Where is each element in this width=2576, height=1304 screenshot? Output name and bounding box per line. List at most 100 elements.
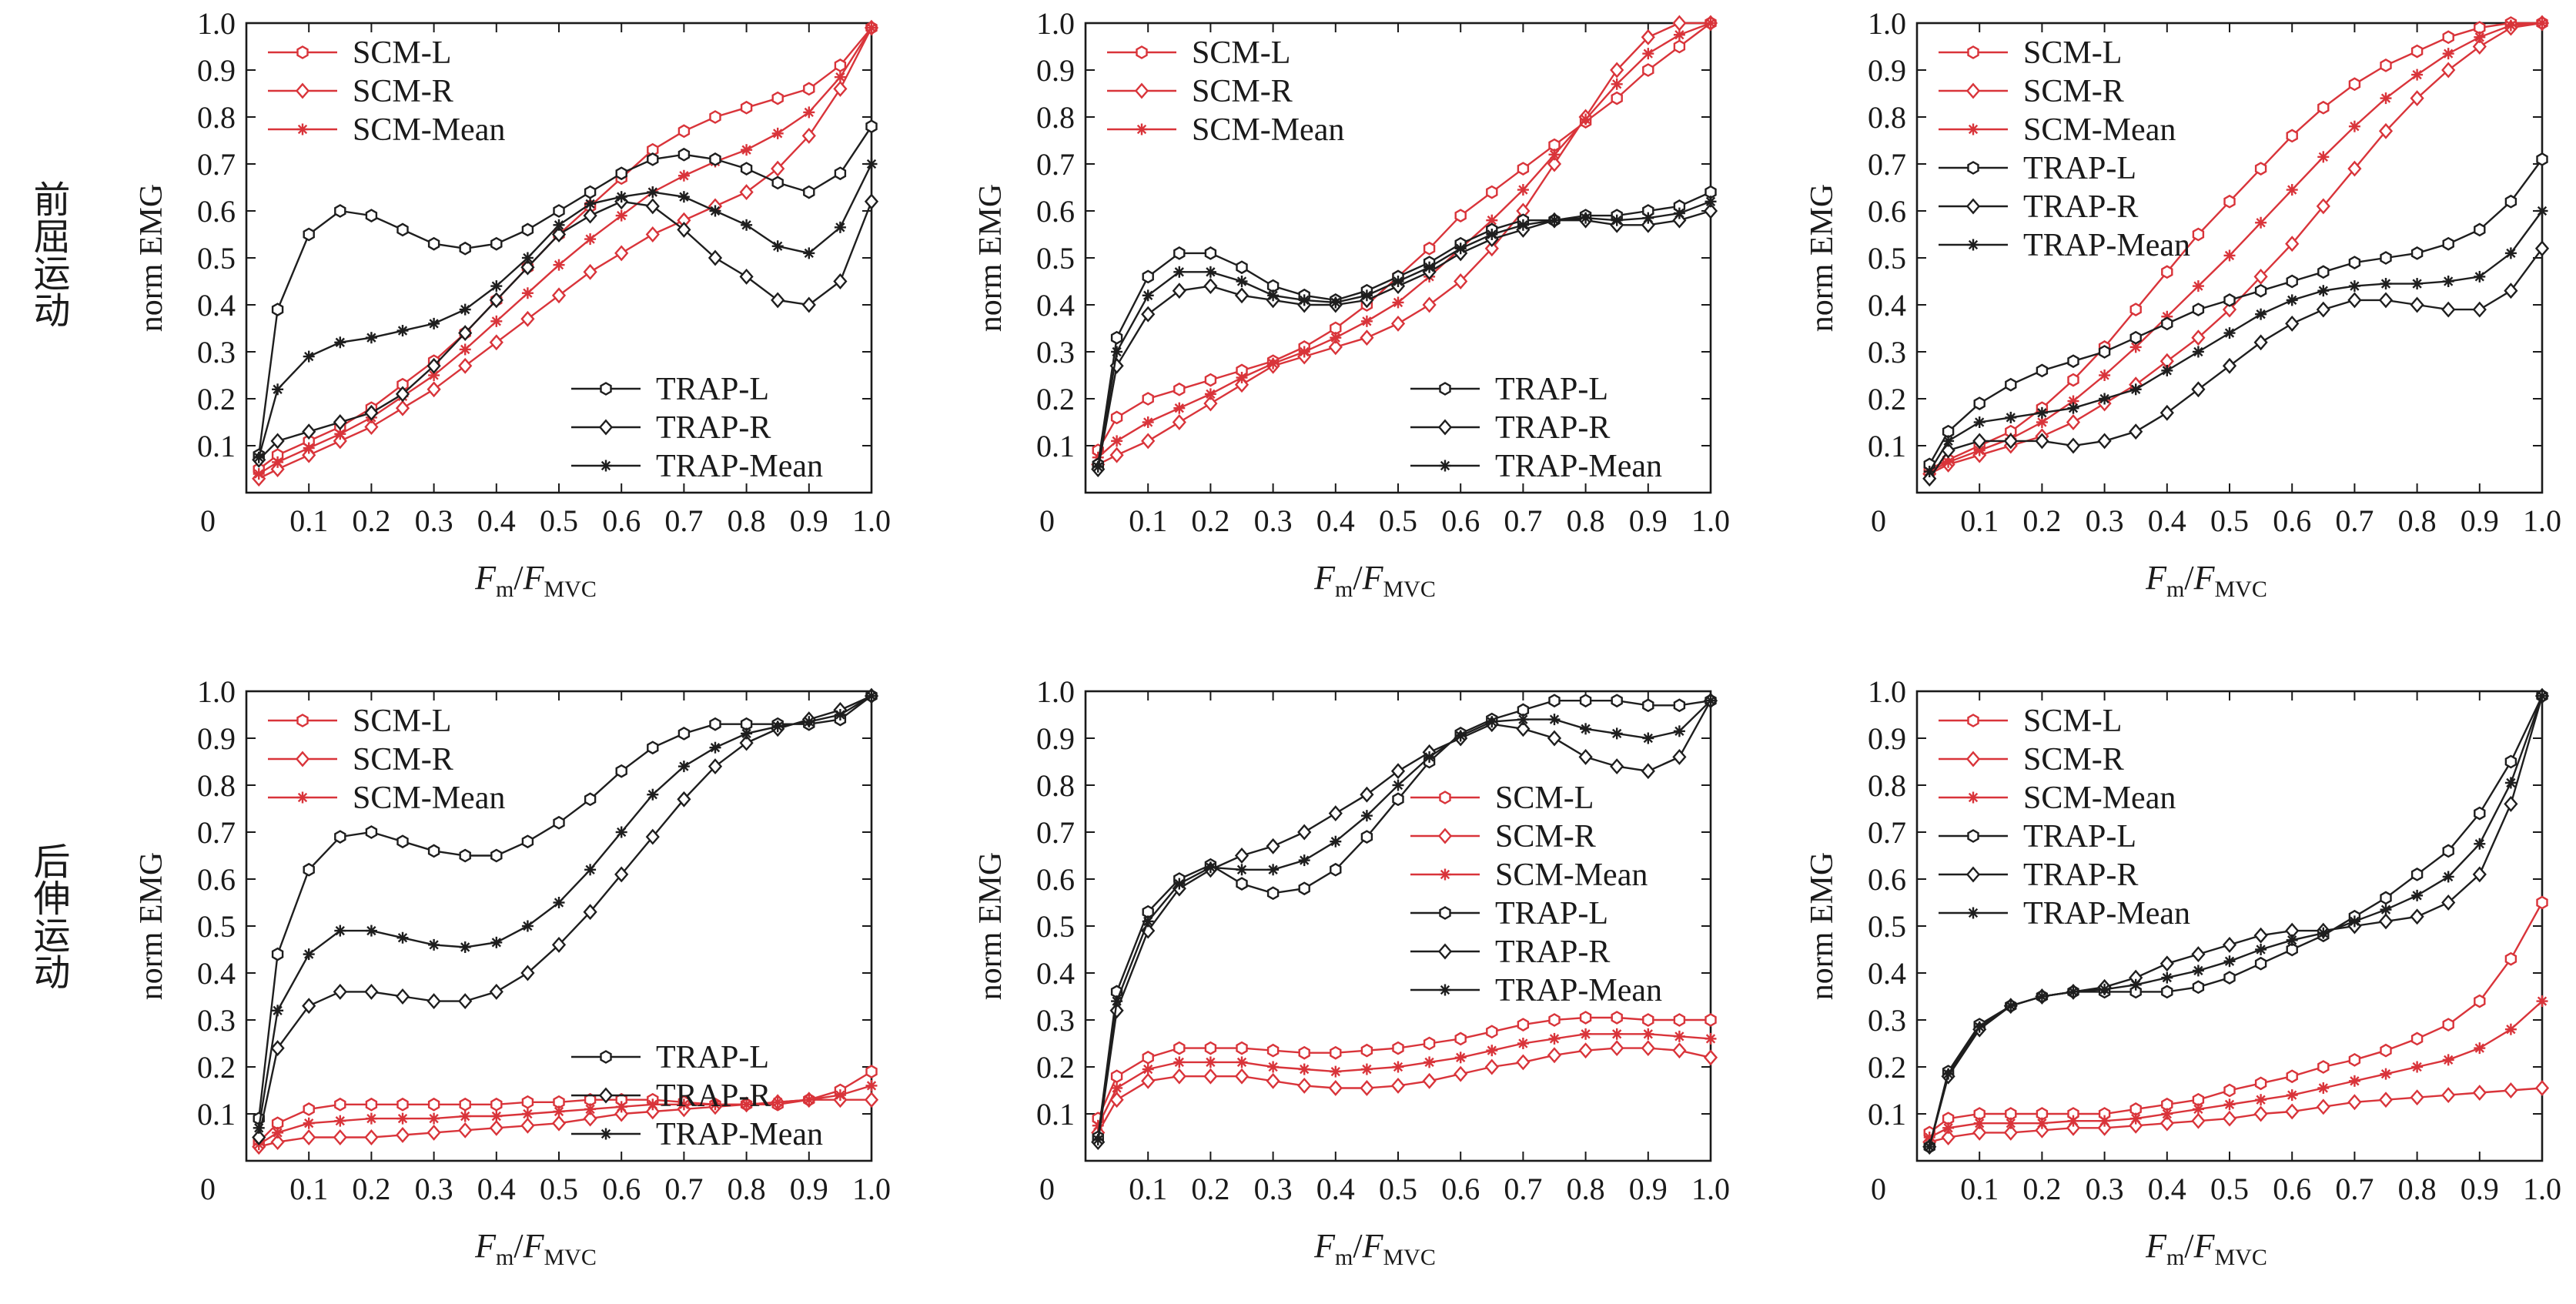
point-SCM-Mean bbox=[2411, 1061, 2424, 1073]
point-TRAP-Mean bbox=[272, 383, 284, 396]
y-tick-label: 0.3 bbox=[197, 1003, 236, 1038]
x-axis-label-part: MVC bbox=[2215, 1245, 2267, 1270]
point-TRAP-R bbox=[2222, 936, 2237, 953]
legend-marker bbox=[598, 1087, 614, 1104]
point-TRAP-Mean bbox=[2317, 927, 2330, 939]
y-tick-label: 0.8 bbox=[1868, 768, 1906, 803]
point-SCM-R bbox=[771, 160, 785, 177]
point-TRAP-Mean-stroke bbox=[1393, 780, 1403, 791]
legend-marker bbox=[1437, 419, 1453, 436]
point-SCM-R bbox=[864, 1092, 879, 1108]
point-TRAP-Mean bbox=[1705, 694, 1717, 707]
point-TRAP-Mean bbox=[2504, 247, 2517, 259]
point-TRAP-Mean-stroke bbox=[2506, 777, 2516, 788]
point-SCM-Mean-stroke bbox=[429, 1113, 439, 1124]
legend-marker bbox=[1965, 866, 1981, 883]
point-SCM-R bbox=[1578, 1042, 1593, 1059]
point-TRAP-Mean-stroke bbox=[2193, 965, 2203, 976]
point-TRAP-L bbox=[365, 209, 378, 222]
point-TRAP-Mean-stroke bbox=[741, 728, 751, 739]
point-TRAP-R bbox=[801, 296, 816, 313]
x-tick-label: 0.4 bbox=[477, 1172, 516, 1206]
y-tick-label: 0.1 bbox=[197, 1097, 236, 1132]
point-TRAP-R bbox=[458, 993, 473, 1010]
point-SCM-Mean bbox=[490, 315, 503, 327]
point-TRAP-L bbox=[490, 848, 503, 863]
point-TRAP-R bbox=[2534, 240, 2550, 257]
series-line-TRAP-Mean bbox=[1097, 200, 1711, 467]
point-SCM-Mean-stroke bbox=[2444, 48, 2454, 59]
x-tick-label: 0.5 bbox=[1379, 1172, 1417, 1206]
legend-marker bbox=[1134, 82, 1149, 99]
point-SCM-L bbox=[427, 1097, 440, 1112]
chart-0-2: 0.1 0.2 0.3 0.4 0.5 0.6 0.7 0.8 0.9 1.0 0.1 0.2 0.3 0… bbox=[1805, 6, 2561, 602]
point-SCM-Mean-stroke bbox=[1393, 1062, 1403, 1072]
point-SCM-Mean bbox=[2536, 17, 2548, 29]
point-SCM-Mean-stroke bbox=[773, 1097, 783, 1107]
point-SCM-R bbox=[1422, 296, 1437, 313]
series-line-TRAP-Mean bbox=[1929, 695, 2544, 1147]
point-SCM-Mean-stroke bbox=[2380, 93, 2391, 103]
point-TRAP-Mean-stroke bbox=[710, 743, 721, 753]
point-SCM-Mean bbox=[2223, 1098, 2236, 1111]
point-SCM-Mean-stroke bbox=[523, 288, 533, 298]
point-TRAP-R bbox=[583, 904, 597, 921]
point-SCM-R bbox=[2159, 1115, 2174, 1132]
point-SCM-L bbox=[2161, 265, 2173, 279]
row-label-flexion-text: 前屈运动 bbox=[28, 180, 70, 328]
point-SCM-L bbox=[2536, 895, 2548, 910]
point-TRAP-Mean-stroke bbox=[1643, 733, 1653, 744]
point-TRAP-Mean-stroke bbox=[1925, 1142, 1935, 1152]
point-TRAP-Mean bbox=[2286, 294, 2298, 306]
x-axis-label-part: MVC bbox=[544, 577, 597, 602]
legend-marker bbox=[600, 460, 612, 472]
point-SCM-Mean-stroke bbox=[1975, 1118, 1985, 1128]
point-SCM-Mean-stroke bbox=[2162, 1108, 2172, 1119]
point-TRAP-L bbox=[647, 152, 659, 166]
point-SCM-Mean bbox=[1548, 1032, 1561, 1045]
point-SCM-L bbox=[2348, 1052, 2361, 1067]
point-SCM-Mean-stroke bbox=[460, 344, 470, 355]
point-TRAP-Mean bbox=[2536, 205, 2548, 217]
x-axis-label: Fm/FMVC bbox=[2145, 1227, 2267, 1270]
point-TRAP-Mean bbox=[1236, 276, 1248, 287]
point-TRAP-Mean-stroke bbox=[1330, 297, 1340, 308]
point-TRAP-R bbox=[1234, 848, 1250, 864]
point-TRAP-R bbox=[677, 221, 691, 238]
x-tick-label: 0.9 bbox=[1629, 1172, 1668, 1206]
point-TRAP-L bbox=[2161, 316, 2173, 331]
point-TRAP-Mean-stroke bbox=[1424, 752, 1434, 762]
x-axis-label-part: / bbox=[1353, 559, 1363, 597]
point-TRAP-Mean-stroke bbox=[1206, 862, 1216, 872]
point-TRAP-Mean-stroke bbox=[647, 187, 657, 197]
point-SCM-R bbox=[2222, 301, 2237, 318]
point-SCM-R bbox=[302, 1129, 316, 1145]
point-SCM-Mean bbox=[2348, 120, 2360, 132]
point-TRAP-Mean-stroke bbox=[741, 220, 751, 230]
point-SCM-R bbox=[1360, 329, 1374, 346]
legend-marker-stroke bbox=[601, 1128, 611, 1139]
x-tick-label: 0.4 bbox=[1316, 503, 1355, 538]
point-SCM-L bbox=[1204, 1041, 1217, 1055]
x-axis-label-part: m bbox=[1335, 1245, 1353, 1270]
y-tick-label: 0.1 bbox=[197, 429, 236, 463]
point-TRAP-Mean-stroke bbox=[2256, 309, 2266, 319]
legend-marker bbox=[1967, 123, 1979, 135]
point-TRAP-R bbox=[2441, 894, 2456, 911]
point-SCM-Mean-stroke bbox=[2256, 1095, 2266, 1105]
legend-label: TRAP-Mean bbox=[656, 1117, 823, 1152]
x-axis-label: Fm/FMVC bbox=[474, 559, 597, 602]
point-SCM-Mean bbox=[1705, 17, 1717, 29]
point-TRAP-L bbox=[709, 152, 721, 166]
legend-label: SCM-L bbox=[1495, 781, 1594, 816]
x-tick-label: 0.1 bbox=[1960, 1172, 1999, 1206]
point-TRAP-R bbox=[489, 983, 503, 1000]
x-tick-label: 0.6 bbox=[1441, 1172, 1480, 1206]
point-SCM-Mean-stroke bbox=[1330, 1066, 1340, 1077]
point-SCM-R bbox=[1390, 1077, 1406, 1094]
y-tick-label: 0.7 bbox=[1868, 147, 1906, 182]
point-TRAP-Mean bbox=[2099, 983, 2111, 995]
y-tick-label: 0.5 bbox=[197, 909, 236, 944]
x-tick-label: 0.9 bbox=[2461, 503, 2499, 538]
